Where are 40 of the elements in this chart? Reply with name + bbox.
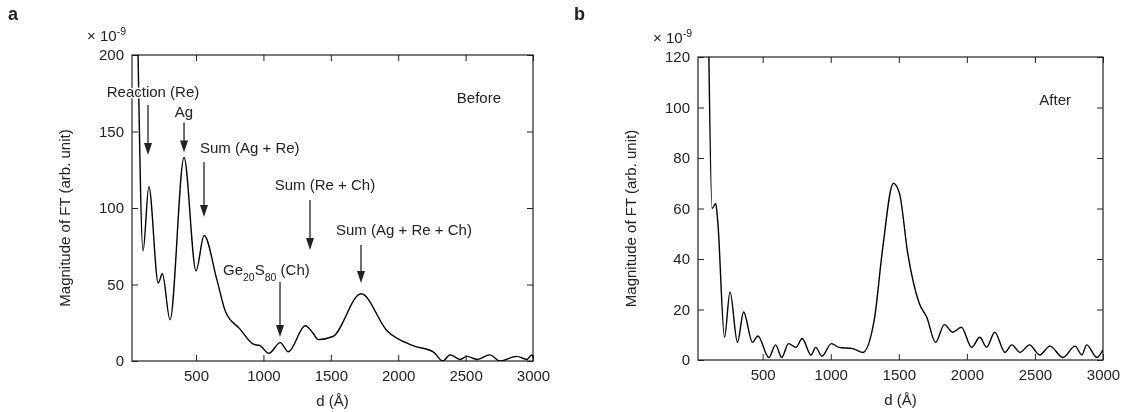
text: × 10$^{-9}$ bbox=[87, 25, 127, 44]
y-tick-label: 150 bbox=[98, 122, 124, 140]
y-tick-label: 200 bbox=[98, 46, 124, 64]
y-tick-label: 120 bbox=[664, 48, 690, 66]
x-tick-label: 2000 bbox=[950, 365, 985, 383]
y-tick-label: 100 bbox=[664, 98, 690, 116]
x-tick-label: 500 bbox=[184, 366, 210, 384]
y-axis-title: Magnitude of FT (arb. unit) bbox=[56, 129, 73, 307]
y-tick-label: 20 bbox=[673, 300, 690, 318]
x-axis-title: d (Å) bbox=[884, 391, 917, 408]
chart-title: a bbox=[8, 4, 19, 24]
chart-title: b bbox=[574, 4, 585, 24]
x-tick-label: 2000 bbox=[382, 366, 416, 384]
annotation: Sum (Re + Ch) bbox=[274, 176, 376, 193]
x-tick-label: 3000 bbox=[516, 366, 551, 384]
x-tick-label: 1000 bbox=[814, 365, 848, 383]
x-axis-title: d (Å) bbox=[316, 392, 349, 409]
y-tick-label: 0 bbox=[681, 351, 690, 369]
y-tick-label: 0 bbox=[115, 352, 124, 370]
annotation: After bbox=[1039, 91, 1071, 108]
y-tick-label: 60 bbox=[673, 199, 690, 217]
y-tick-label: 40 bbox=[673, 250, 690, 268]
annotation: Sum (Ag + Re) bbox=[200, 139, 300, 156]
line-series bbox=[708, 57, 1103, 359]
x-tick-label: 3000 bbox=[1086, 365, 1121, 383]
x-tick-label: 2500 bbox=[1018, 365, 1053, 383]
y-tick-label: 50 bbox=[107, 275, 124, 293]
x-tick-label: 1500 bbox=[882, 365, 916, 383]
annotation: Ag bbox=[174, 102, 194, 120]
x-tick-label: 1500 bbox=[314, 366, 348, 384]
y-axis-title: Magnitude of FT (arb. unit) bbox=[622, 129, 639, 308]
x-tick-label: 1000 bbox=[247, 366, 281, 384]
x-tick-label: 500 bbox=[750, 365, 776, 383]
annotation: Sum (Ag + Re + Ch) bbox=[336, 221, 472, 238]
x-tick-label: 2500 bbox=[449, 366, 483, 384]
y-tick-label: 80 bbox=[673, 149, 690, 167]
annotation: Ge$_{20}$S$_{80}$ (Ch) bbox=[223, 261, 310, 283]
y-tick-label: 100 bbox=[98, 199, 124, 217]
annotation: Before bbox=[456, 89, 501, 106]
text: × 10$^{-9}$ bbox=[653, 27, 693, 46]
